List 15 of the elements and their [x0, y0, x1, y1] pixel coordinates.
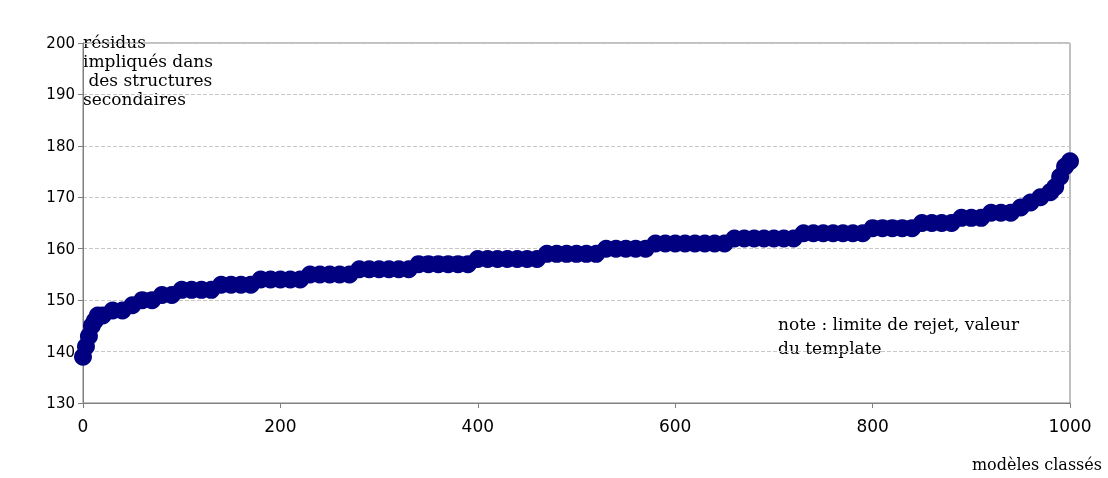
y-tick-label: 150	[46, 291, 75, 310]
x-tick-label: 200	[264, 415, 297, 436]
x-tick-label: 0	[77, 415, 89, 436]
y-tick-label: 160	[46, 239, 75, 258]
x-tick-label: 400	[461, 415, 495, 436]
y-tick-label: 140	[46, 342, 75, 361]
y-tick-label: 200	[46, 34, 75, 52]
x-tick-label: 800	[856, 415, 889, 436]
y-tick-label: 180	[46, 136, 75, 155]
x-tick-label: 1000	[1048, 415, 1092, 436]
y-tick-label: 130	[46, 394, 75, 412]
y-tick-label: 190	[46, 85, 75, 104]
x-tick-label: 600	[658, 415, 692, 436]
x-axis-title: modèles classés	[971, 454, 1103, 474]
y-tick-label: 170	[46, 188, 75, 207]
